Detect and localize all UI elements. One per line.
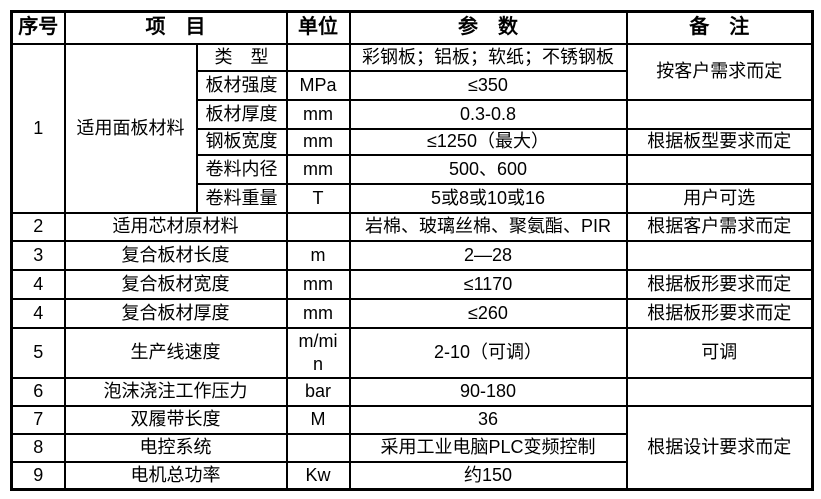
item-cell: 复合板材长度: [63, 239, 288, 271]
table-row: 7 双履带长度 M 36 根据设计要求而定: [10, 404, 814, 491]
unit-cell: bar: [285, 376, 351, 407]
table-row: 板材厚度 mm 0.3-0.8: [12, 98, 814, 130]
note-cell: 按客户需求而定: [625, 42, 814, 101]
param-cell: 36: [348, 404, 628, 435]
unit-cell: Kw: [285, 460, 351, 491]
item-cell: 泡沫浇注工作压力: [63, 376, 288, 407]
item-cell: 电控系统: [63, 432, 288, 463]
sub-item-cell: 板材强度: [195, 69, 288, 101]
table-row: 6 泡沫浇注工作压力 bar 90-180: [10, 376, 814, 407]
table-row: 4 复合板材宽度 mm ≤1170 根据板形要求而定: [10, 268, 814, 300]
table-row: 1 适用面板材料 类 型 彩钢板；铝板；软纸；不锈钢板 按客户需求而定: [10, 42, 814, 214]
param-cell: 5或8或10或16: [348, 182, 628, 214]
table-row: 4 复合板材厚度 mm ≤260 根据板形要求而定: [10, 297, 814, 329]
header-row: 序号 项 目 单位 参 数 备 注: [10, 10, 814, 45]
note-cell: 用户可选: [625, 182, 814, 214]
row-number-cell: 8: [10, 432, 66, 463]
sub-item-cell: 卷料重量: [195, 182, 288, 214]
note-cell: 根据板型要求而定: [625, 127, 814, 156]
col-header-no: 序号: [10, 10, 66, 45]
table-row: 钢板宽度 mm ≤1250（最大） 根据板型要求而定: [12, 127, 814, 156]
param-cell: 90-180: [348, 376, 628, 407]
item-cell: 复合板材宽度: [63, 268, 288, 300]
row-number-cell: 9: [10, 460, 66, 491]
table-row: 9 电机总功率 Kw 约150: [10, 460, 813, 491]
table-row: 8 电控系统 采用工业电脑PLC变频控制: [10, 432, 813, 463]
unit-cell: T: [285, 182, 351, 214]
sub-item-cell: 钢板宽度: [195, 127, 288, 156]
note-cell: [625, 239, 814, 271]
param-cell: ≤260: [348, 297, 628, 329]
row-number-cell: 4: [10, 268, 66, 300]
param-cell: ≤1170: [348, 268, 628, 300]
row-number-cell: 3: [10, 239, 66, 271]
param-cell: ≤350: [348, 69, 628, 101]
note-cell: [625, 98, 814, 130]
item-cell: 生产线速度: [63, 326, 288, 379]
unit-cell: mm: [285, 98, 351, 130]
note-cell: 根据板形要求而定: [625, 297, 814, 329]
sub-item-cell: 板材厚度: [195, 98, 288, 130]
item-cell: 双履带长度: [63, 404, 288, 435]
unit-cell: mm: [285, 153, 351, 185]
param-cell: 彩钢板；铝板；软纸；不锈钢板: [348, 42, 628, 72]
item-cell: 适用面板材料: [63, 42, 198, 214]
col-header-item: 项 目: [63, 10, 288, 45]
param-cell: 采用工业电脑PLC变频控制: [348, 432, 628, 463]
unit-text: m/min: [298, 331, 338, 374]
table-row: 卷料内径 mm 500、600: [12, 153, 814, 185]
param-cell: 约150: [348, 460, 628, 491]
item-cell: 适用芯材原材料: [63, 211, 288, 242]
unit-cell: [285, 211, 351, 242]
spec-table: 序号 项 目 单位 参 数 备 注 1 适用面板材料 类 型 彩钢板；铝板；软纸…: [10, 10, 814, 491]
unit-cell: [285, 42, 351, 72]
unit-cell: m/min: [285, 326, 351, 379]
param-cell: 500、600: [348, 153, 628, 185]
col-header-unit: 单位: [285, 10, 351, 45]
row-number-cell: 4: [10, 297, 66, 329]
unit-cell: mm: [285, 297, 351, 329]
param-cell: ≤1250（最大）: [348, 127, 628, 156]
row-number-cell: 5: [10, 326, 66, 379]
row-number-cell: 2: [10, 211, 66, 242]
note-cell: 根据板形要求而定: [625, 268, 814, 300]
note-cell: [625, 376, 814, 407]
param-cell: 2-10（可调）: [348, 326, 628, 379]
table-row: 5 生产线速度 m/min 2-10（可调） 可调: [10, 326, 814, 379]
note-cell: 根据客户需求而定: [625, 211, 814, 242]
row-number-cell: 1: [10, 42, 66, 214]
sub-item-cell: 卷料内径: [195, 153, 288, 185]
unit-cell: MPa: [285, 69, 351, 101]
col-header-param: 参 数: [348, 10, 628, 45]
col-header-note: 备 注: [625, 10, 814, 45]
param-cell: 2—28: [348, 239, 628, 271]
note-cell: 根据设计要求而定: [625, 404, 814, 491]
row-number-cell: 7: [10, 404, 66, 435]
row-number-cell: 6: [10, 376, 66, 407]
unit-cell: M: [285, 404, 351, 435]
note-cell: [625, 153, 814, 185]
unit-cell: mm: [285, 268, 351, 300]
table-row: 板材强度 MPa ≤350: [12, 69, 813, 101]
unit-cell: mm: [285, 127, 351, 156]
note-cell: 可调: [625, 326, 814, 379]
table-row: 3 复合板材长度 m 2—28: [10, 239, 814, 271]
item-cell: 复合板材厚度: [63, 297, 288, 329]
item-cell: 电机总功率: [63, 460, 288, 491]
unit-cell: [285, 432, 351, 463]
table-row: 卷料重量 T 5或8或10或16 用户可选: [12, 182, 814, 214]
param-cell: 岩棉、玻璃丝棉、聚氨酯、PIR: [348, 211, 628, 242]
sub-item-cell: 类 型: [195, 42, 288, 72]
unit-cell: m: [285, 239, 351, 271]
table-row: 2 适用芯材原材料 岩棉、玻璃丝棉、聚氨酯、PIR 根据客户需求而定: [10, 211, 814, 242]
param-cell: 0.3-0.8: [348, 98, 628, 130]
